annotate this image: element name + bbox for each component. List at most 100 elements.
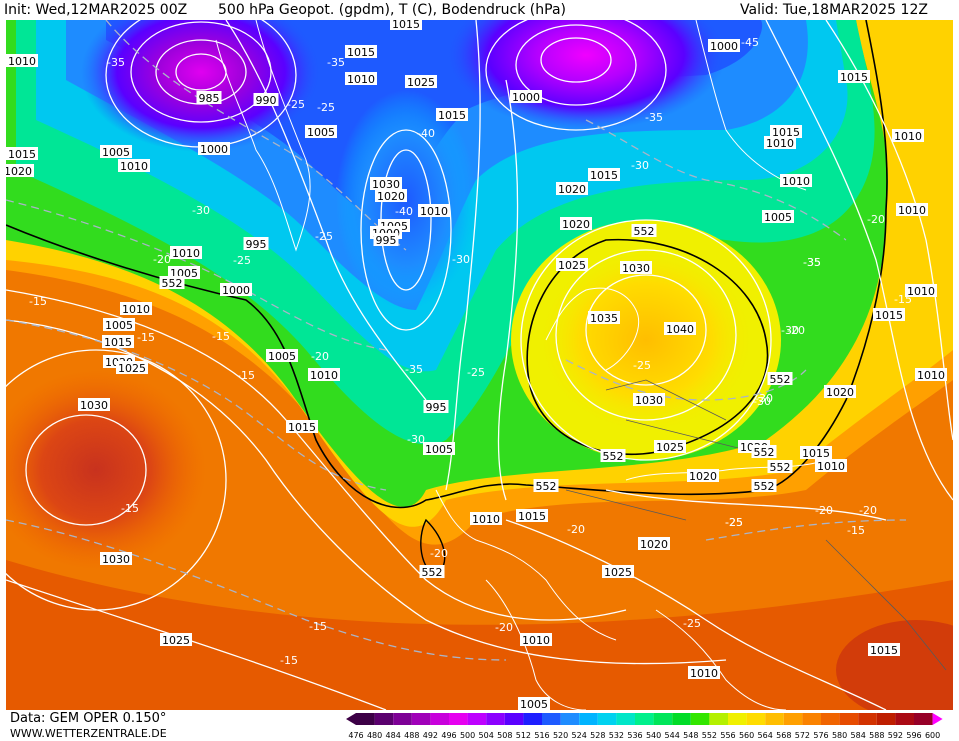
pressure-label: 1010 <box>782 175 810 188</box>
colorbar-swatch <box>858 713 877 725</box>
pressure-label-box <box>654 440 686 453</box>
pressure-label-box <box>664 322 696 335</box>
temperature-label: -25 <box>633 359 651 372</box>
temperature-label: -35 <box>803 256 821 269</box>
pressure-label-box <box>762 210 794 223</box>
pressure-label-box <box>892 129 924 142</box>
pressure-label-box <box>100 552 132 565</box>
colorbar-tick-label: 496 <box>441 731 456 740</box>
pressure-label-box <box>470 512 502 525</box>
colorbar-tick-label: 592 <box>888 731 903 740</box>
temperature-label: -20 <box>153 253 171 266</box>
colorbar-tick-label: 480 <box>367 731 382 740</box>
colorbar-swatch <box>876 713 896 725</box>
pressure-label: 1025 <box>604 566 632 579</box>
pressure-label-box <box>6 164 34 177</box>
colorbar-tick-label: 572 <box>795 731 810 740</box>
temperature-label: -30 <box>781 324 799 337</box>
pressure-label-box <box>620 261 652 274</box>
map-footer: Data: GEM OPER 0.150° WWW.WETTERZENTRALE… <box>0 710 959 741</box>
colorbar-tick-label: 512 <box>516 731 531 740</box>
temperature-label: -40 <box>395 205 413 218</box>
colorbar-tick-label: 504 <box>479 731 494 740</box>
pressure-label-box <box>170 246 202 259</box>
pressure-label: 1010 <box>894 130 922 143</box>
colorbar-tick-label: 584 <box>851 731 866 740</box>
temperature-label: -25 <box>287 98 305 111</box>
colorbar-swatch <box>709 713 728 725</box>
pressure-label-box <box>308 368 340 381</box>
colorbar-swatch <box>914 713 933 725</box>
temperature-label: -20 <box>815 504 833 517</box>
pressure-label-box <box>560 217 592 230</box>
pressure-label-box <box>800 446 832 459</box>
pressure-label: 1025 <box>558 259 586 272</box>
pressure-label: 1040 <box>666 323 694 336</box>
pressure-label: 1005 <box>105 319 133 332</box>
colorbar-swatch <box>411 713 431 725</box>
pressure-label: 1025 <box>407 76 435 89</box>
data-source: Data: GEM OPER 0.150° <box>10 711 167 726</box>
geopotential-label: 552 <box>603 450 624 463</box>
pressure-label-box <box>102 335 134 348</box>
pressure-label-box <box>253 93 279 106</box>
temperature-label: -35 <box>327 56 345 69</box>
pressure-label-box <box>78 398 110 411</box>
geopotential-label-box <box>159 276 185 289</box>
temperature-labels: -35 -35-25-40-45-35-30-25-30-20 -30-25-40-… <box>29 36 912 667</box>
pressure-label-box <box>688 666 720 679</box>
temperature-label: -15 <box>847 524 865 537</box>
valid-time: Valid: Tue,18MAR2025 12Z <box>740 2 928 18</box>
pressure-label: 1015 <box>840 71 868 84</box>
pressure-label-box <box>168 266 200 279</box>
pressure-label-box <box>198 142 230 155</box>
colorbar-swatch <box>430 713 449 725</box>
pressure-label: 1015 <box>870 644 898 657</box>
pressure-label: 985 <box>199 92 220 105</box>
pressure-label: 1010 <box>120 160 148 173</box>
colorbar-swatch <box>486 713 505 725</box>
pressure-label-box <box>518 697 550 710</box>
pressure-label-box <box>103 318 135 331</box>
pressure-label-box <box>708 39 740 52</box>
colorbar-tick-label: 544 <box>665 731 680 740</box>
pressure-label: 1015 <box>104 336 132 349</box>
pressure-label: 1010 <box>472 513 500 526</box>
colorbar-tick-label: 576 <box>813 731 828 740</box>
temperature-label: -25 <box>725 516 743 529</box>
pressure-label: 1020 <box>558 183 586 196</box>
temperature-label: -30 <box>631 159 649 172</box>
colorbar-swatch <box>728 713 747 725</box>
temperature-label: -15 <box>280 654 298 667</box>
colorbar-tick-label: 588 <box>869 731 884 740</box>
pressure-label: 1015 <box>392 20 420 31</box>
temperature-label: -30 <box>407 433 425 446</box>
pressure-label: 1000 <box>222 284 250 297</box>
geopotential-label: 552 <box>162 277 183 290</box>
pressure-label: 1010 <box>817 460 845 473</box>
pressure-label-box <box>638 537 670 550</box>
pressure-label: 1015 <box>802 447 830 460</box>
colorbar-swatch <box>690 713 710 725</box>
pressure-label-box <box>116 361 148 374</box>
pressure-label: 1020 <box>562 218 590 231</box>
pressure-label-box <box>418 204 450 217</box>
pressure-label-box <box>915 368 947 381</box>
geopotential-label: 552 <box>634 225 655 238</box>
colorbar-swatch <box>449 713 468 725</box>
pressure-label: 990 <box>256 94 277 107</box>
colorbar-min-arrow <box>346 713 356 725</box>
colorbar-tick-label: 564 <box>758 731 773 740</box>
pressure-label: 1015 <box>347 46 375 59</box>
isotherms <box>6 20 907 661</box>
colorbar-tick-label: 540 <box>646 731 661 740</box>
colorbar-swatch <box>542 713 561 725</box>
temperature-label: -30 <box>753 395 771 408</box>
colorbar-tick-label: 552 <box>702 731 717 740</box>
pressure-label: 995 <box>426 401 447 414</box>
geopotential-labels: 552 552 552 552 552 552 552 552 552 <box>159 224 793 579</box>
colorbar-tick-label: 580 <box>832 731 847 740</box>
colorbar-swatch <box>635 713 654 725</box>
pressure-label-box <box>824 385 856 398</box>
